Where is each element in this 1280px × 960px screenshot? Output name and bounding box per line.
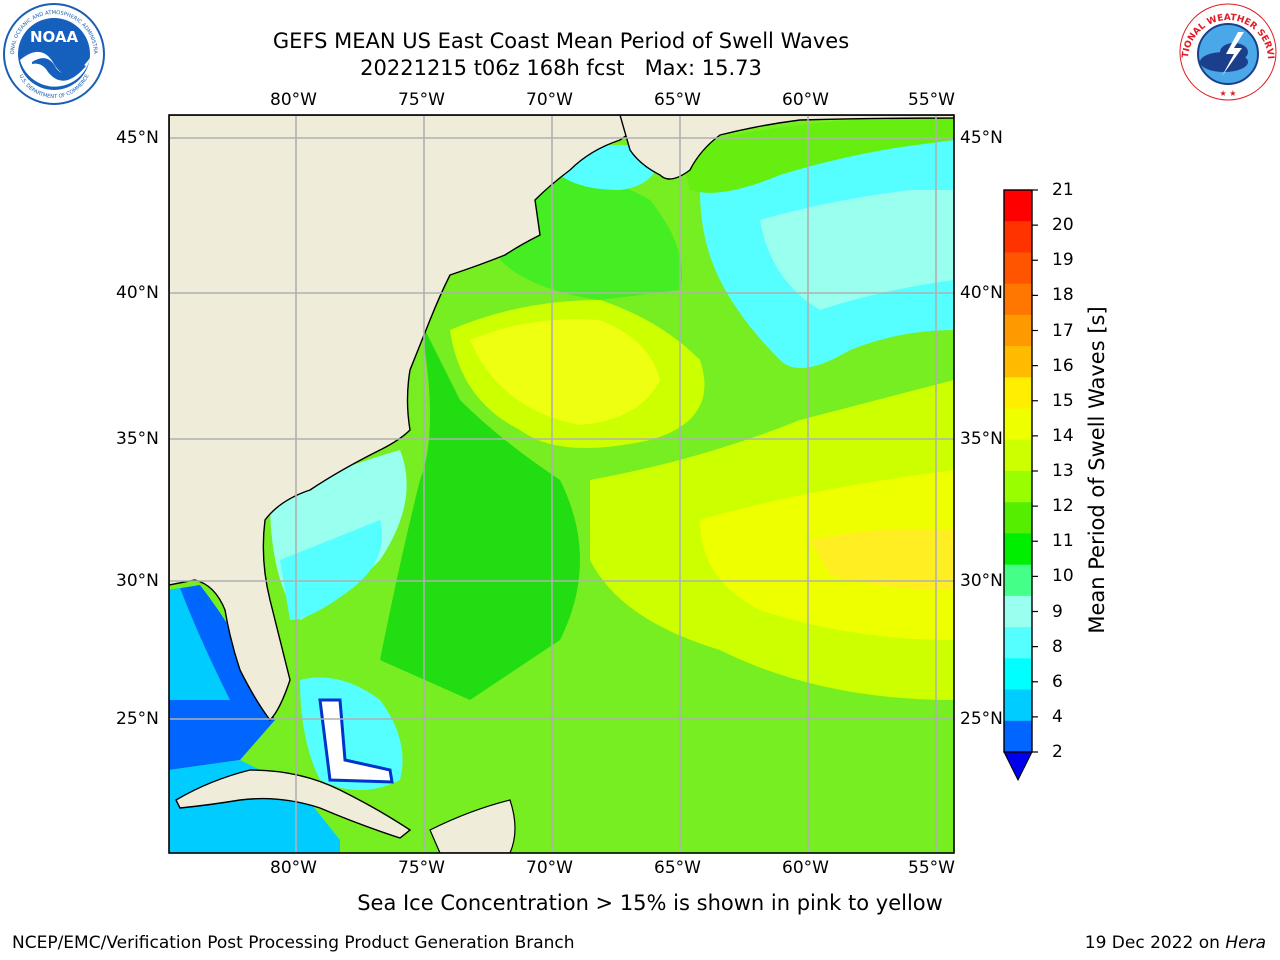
field-15s <box>810 528 954 590</box>
noaa-logo: NATIONAL OCEANIC AND ATMOSPHERIC ADMINIS… <box>2 2 105 105</box>
footer-credit: NCEP/EMC/Verification Post Processing Pr… <box>12 933 575 953</box>
lat-label-left: 45°N <box>116 128 159 148</box>
colorbar-tick-label: 6 <box>1052 671 1063 692</box>
lon-label-top: 80°W <box>270 90 317 110</box>
lat-label-left: 30°N <box>116 571 159 591</box>
sea-ice-note: Sea Ice Concentration > 15% is shown in … <box>357 891 943 915</box>
colorbar-tick-label: 11 <box>1052 531 1074 552</box>
colorbar-tick-label: 16 <box>1052 355 1074 376</box>
field-yellow-core <box>470 319 660 425</box>
colorbar-tick-label: 13 <box>1052 461 1074 481</box>
noaa-logo-text: NOAA <box>30 28 79 46</box>
chart-subtitle: 20221215 t06z 168h fcst Max: 15.73 <box>360 56 762 80</box>
lon-label-bottom: 80°W <box>270 858 317 878</box>
lat-label-left: 25°N <box>116 709 159 729</box>
svg-text:★ ★: ★ ★ <box>1220 89 1237 98</box>
lat-label-left: 40°N <box>116 283 159 303</box>
lon-label-top: 60°W <box>782 90 829 110</box>
lat-label-right: 45°N <box>960 128 1003 148</box>
land-maritimes <box>619 115 954 180</box>
colorbar-tick-label: 4 <box>1052 706 1063 727</box>
colorbar-tick-label: 18 <box>1052 285 1074 306</box>
lon-label-bottom: 75°W <box>398 858 445 878</box>
land-cuba <box>175 769 412 839</box>
lon-label-bottom: 70°W <box>526 858 573 878</box>
lat-label-right: 40°N <box>960 283 1003 303</box>
colorbar-tick-label: 17 <box>1052 320 1074 341</box>
lat-label-right: 35°N <box>960 429 1003 449</box>
lon-label-bottom: 65°W <box>654 858 701 878</box>
colorbar-tick-label: 20 <box>1052 215 1074 236</box>
footer-machine: Hera <box>1225 933 1266 953</box>
bahamas-bank <box>318 698 394 784</box>
lat-label-left: 35°N <box>116 429 159 449</box>
colorbar-tick-label: 15 <box>1052 390 1074 411</box>
nws-logo: NATIONAL WEATHER SERVICE ★ ★ <box>1178 2 1277 101</box>
field-11s <box>380 320 580 700</box>
map-frame <box>168 114 955 854</box>
field-se-coast-cyan <box>280 520 382 620</box>
chart-title: GEFS MEAN US East Coast Mean Period of S… <box>272 29 850 53</box>
graticule <box>169 115 954 853</box>
colorbar-tick-label: 2 <box>1052 742 1063 762</box>
colorbar-tick-label: 8 <box>1052 636 1063 657</box>
lon-label-top: 55°W <box>908 90 955 110</box>
colorbar-tick-label: 10 <box>1052 566 1074 587</box>
footer-date: 19 Dec 2022 on Hera <box>1085 933 1266 953</box>
lon-label-top: 75°W <box>398 90 445 110</box>
lon-label-top: 70°W <box>526 90 573 110</box>
colorbar-tick-label: 9 <box>1052 601 1063 622</box>
lat-label-right: 25°N <box>960 709 1003 729</box>
field-nw-green <box>500 177 682 300</box>
colorbar-tick-label: 21 <box>1052 180 1074 200</box>
lat-label-right: 30°N <box>960 571 1003 591</box>
field-north-band <box>680 115 954 193</box>
colorbar-tick-label: 19 <box>1052 250 1074 271</box>
land-hispaniola <box>429 799 516 853</box>
colorbar-title: Mean Period of Swell Waves [s] <box>1085 306 1109 634</box>
field-gulf-light <box>169 588 230 700</box>
lon-label-bottom: 60°W <box>782 858 829 878</box>
colorbar-tick-label: 12 <box>1052 496 1074 517</box>
lon-label-bottom: 55°W <box>908 858 955 878</box>
lon-label-top: 65°W <box>654 90 701 110</box>
footer-date-text: 19 Dec 2022 on <box>1084 933 1226 953</box>
colorbar-tick-label: 14 <box>1052 425 1074 446</box>
